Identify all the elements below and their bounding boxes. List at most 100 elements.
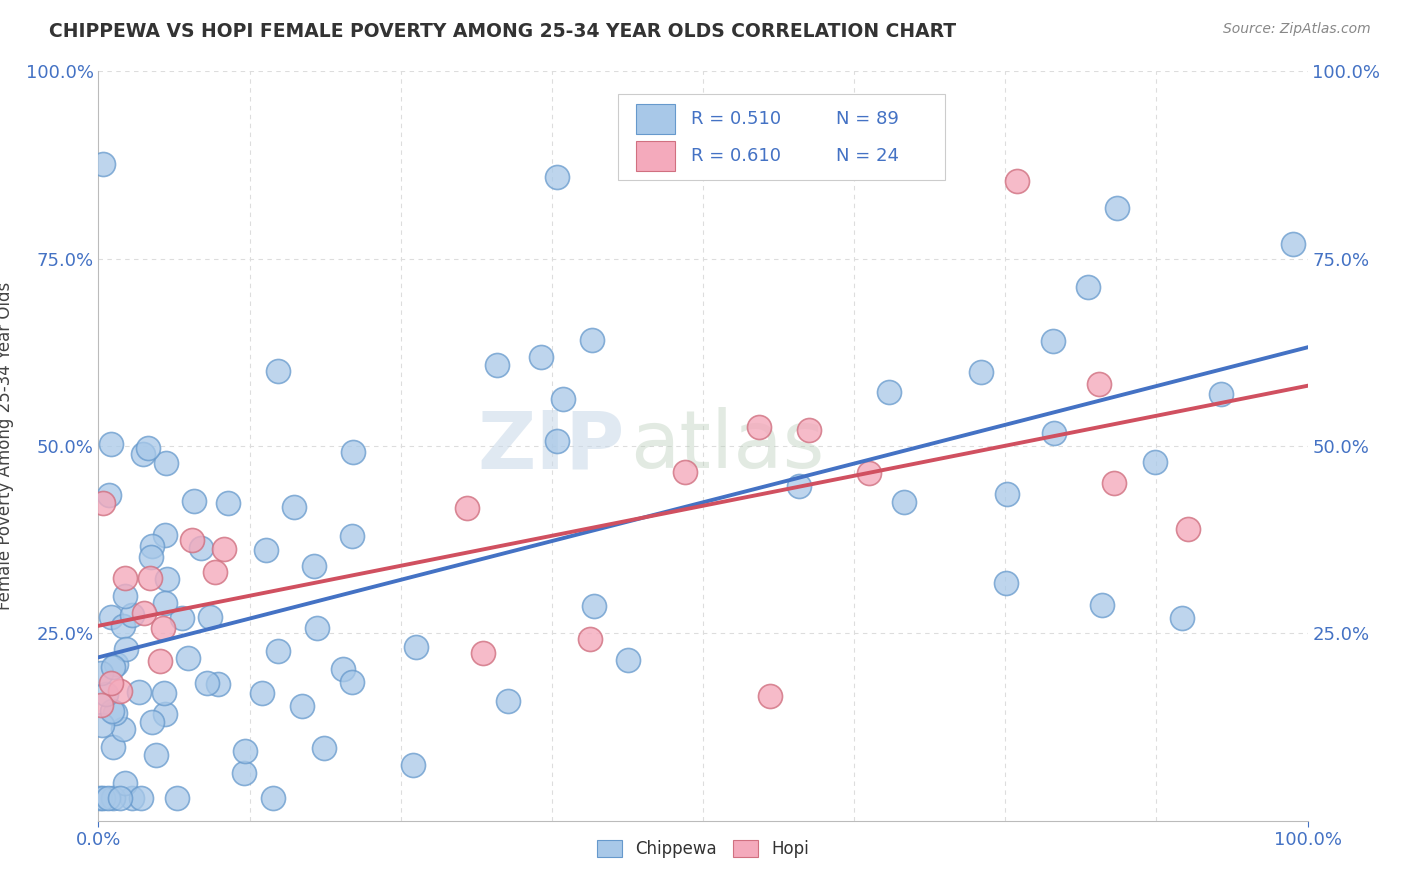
Point <box>204 565 226 579</box>
Point <box>136 441 159 455</box>
Point <box>183 494 205 508</box>
Point <box>254 543 277 558</box>
Point <box>970 365 993 379</box>
Point <box>134 606 156 620</box>
Point <box>673 465 696 479</box>
Point <box>1005 174 1028 188</box>
Point <box>90 718 112 732</box>
Point <box>553 392 575 406</box>
Point <box>90 665 112 680</box>
Point <box>995 487 1018 501</box>
Point <box>101 704 124 718</box>
Legend: Chippewa, Hopi: Chippewa, Hopi <box>591 833 815 864</box>
Point <box>267 363 290 377</box>
Point <box>91 495 114 509</box>
Point <box>108 684 131 698</box>
Point <box>129 791 152 805</box>
Point <box>153 528 176 542</box>
Point <box>103 659 125 673</box>
Text: N = 24: N = 24 <box>837 147 898 165</box>
FancyBboxPatch shape <box>619 94 945 180</box>
Point <box>152 686 174 700</box>
Point <box>546 434 568 449</box>
Point <box>170 611 193 625</box>
Text: N = 89: N = 89 <box>837 110 898 128</box>
Point <box>91 157 114 171</box>
Point <box>342 444 364 458</box>
Point <box>1171 611 1194 625</box>
Point <box>405 640 427 654</box>
Point <box>101 740 124 755</box>
Point <box>332 662 354 676</box>
FancyBboxPatch shape <box>637 141 675 171</box>
Point <box>114 641 136 656</box>
Point <box>141 715 163 730</box>
Point <box>1282 236 1305 251</box>
Point <box>131 447 153 461</box>
Point <box>787 478 810 492</box>
Point <box>546 169 568 184</box>
Point <box>112 722 135 736</box>
Point <box>108 791 131 805</box>
Point <box>114 590 136 604</box>
Point <box>1043 425 1066 440</box>
Point <box>759 689 782 703</box>
Point <box>198 610 221 624</box>
Point <box>1209 386 1232 401</box>
Point <box>91 791 114 805</box>
Point <box>121 791 143 805</box>
Point <box>94 687 117 701</box>
Point <box>195 675 218 690</box>
Point <box>121 608 143 623</box>
Point <box>235 743 257 757</box>
Point <box>104 657 127 671</box>
Point <box>1088 376 1111 391</box>
Point <box>496 694 519 708</box>
Point <box>156 572 179 586</box>
Point <box>748 420 770 434</box>
Text: Source: ZipAtlas.com: Source: ZipAtlas.com <box>1223 22 1371 37</box>
Point <box>128 685 150 699</box>
Point <box>485 358 508 372</box>
Point <box>1042 334 1064 348</box>
Point <box>207 677 229 691</box>
Point <box>1105 201 1128 215</box>
Point <box>114 571 136 585</box>
Point <box>145 748 167 763</box>
Point <box>456 501 478 516</box>
Point <box>1091 598 1114 612</box>
Point <box>340 674 363 689</box>
Point <box>471 646 494 660</box>
Point <box>103 706 125 720</box>
Point <box>139 571 162 585</box>
Point <box>402 758 425 772</box>
Point <box>250 686 273 700</box>
Point <box>1102 475 1125 490</box>
Point <box>340 529 363 543</box>
Point <box>139 549 162 564</box>
Point <box>217 496 239 510</box>
Point <box>101 791 124 805</box>
Y-axis label: Female Poverty Among 25-34 Year Olds: Female Poverty Among 25-34 Year Olds <box>0 282 14 610</box>
Point <box>283 500 305 515</box>
Point <box>112 619 135 633</box>
Point <box>579 632 602 646</box>
Point <box>100 436 122 450</box>
Point <box>166 791 188 805</box>
Point <box>141 539 163 553</box>
Point <box>291 699 314 714</box>
Point <box>97 791 120 805</box>
Point <box>1144 455 1167 469</box>
Point <box>212 541 235 556</box>
Point <box>155 456 177 470</box>
Point <box>152 621 174 635</box>
Point <box>90 698 112 712</box>
Point <box>100 610 122 624</box>
Point <box>530 350 553 364</box>
Point <box>305 621 328 635</box>
Point <box>100 675 122 690</box>
Point <box>312 740 335 755</box>
FancyBboxPatch shape <box>637 103 675 134</box>
Text: R = 0.610: R = 0.610 <box>690 147 780 165</box>
Text: CHIPPEWA VS HOPI FEMALE POVERTY AMONG 25-34 YEAR OLDS CORRELATION CHART: CHIPPEWA VS HOPI FEMALE POVERTY AMONG 25… <box>49 22 956 41</box>
